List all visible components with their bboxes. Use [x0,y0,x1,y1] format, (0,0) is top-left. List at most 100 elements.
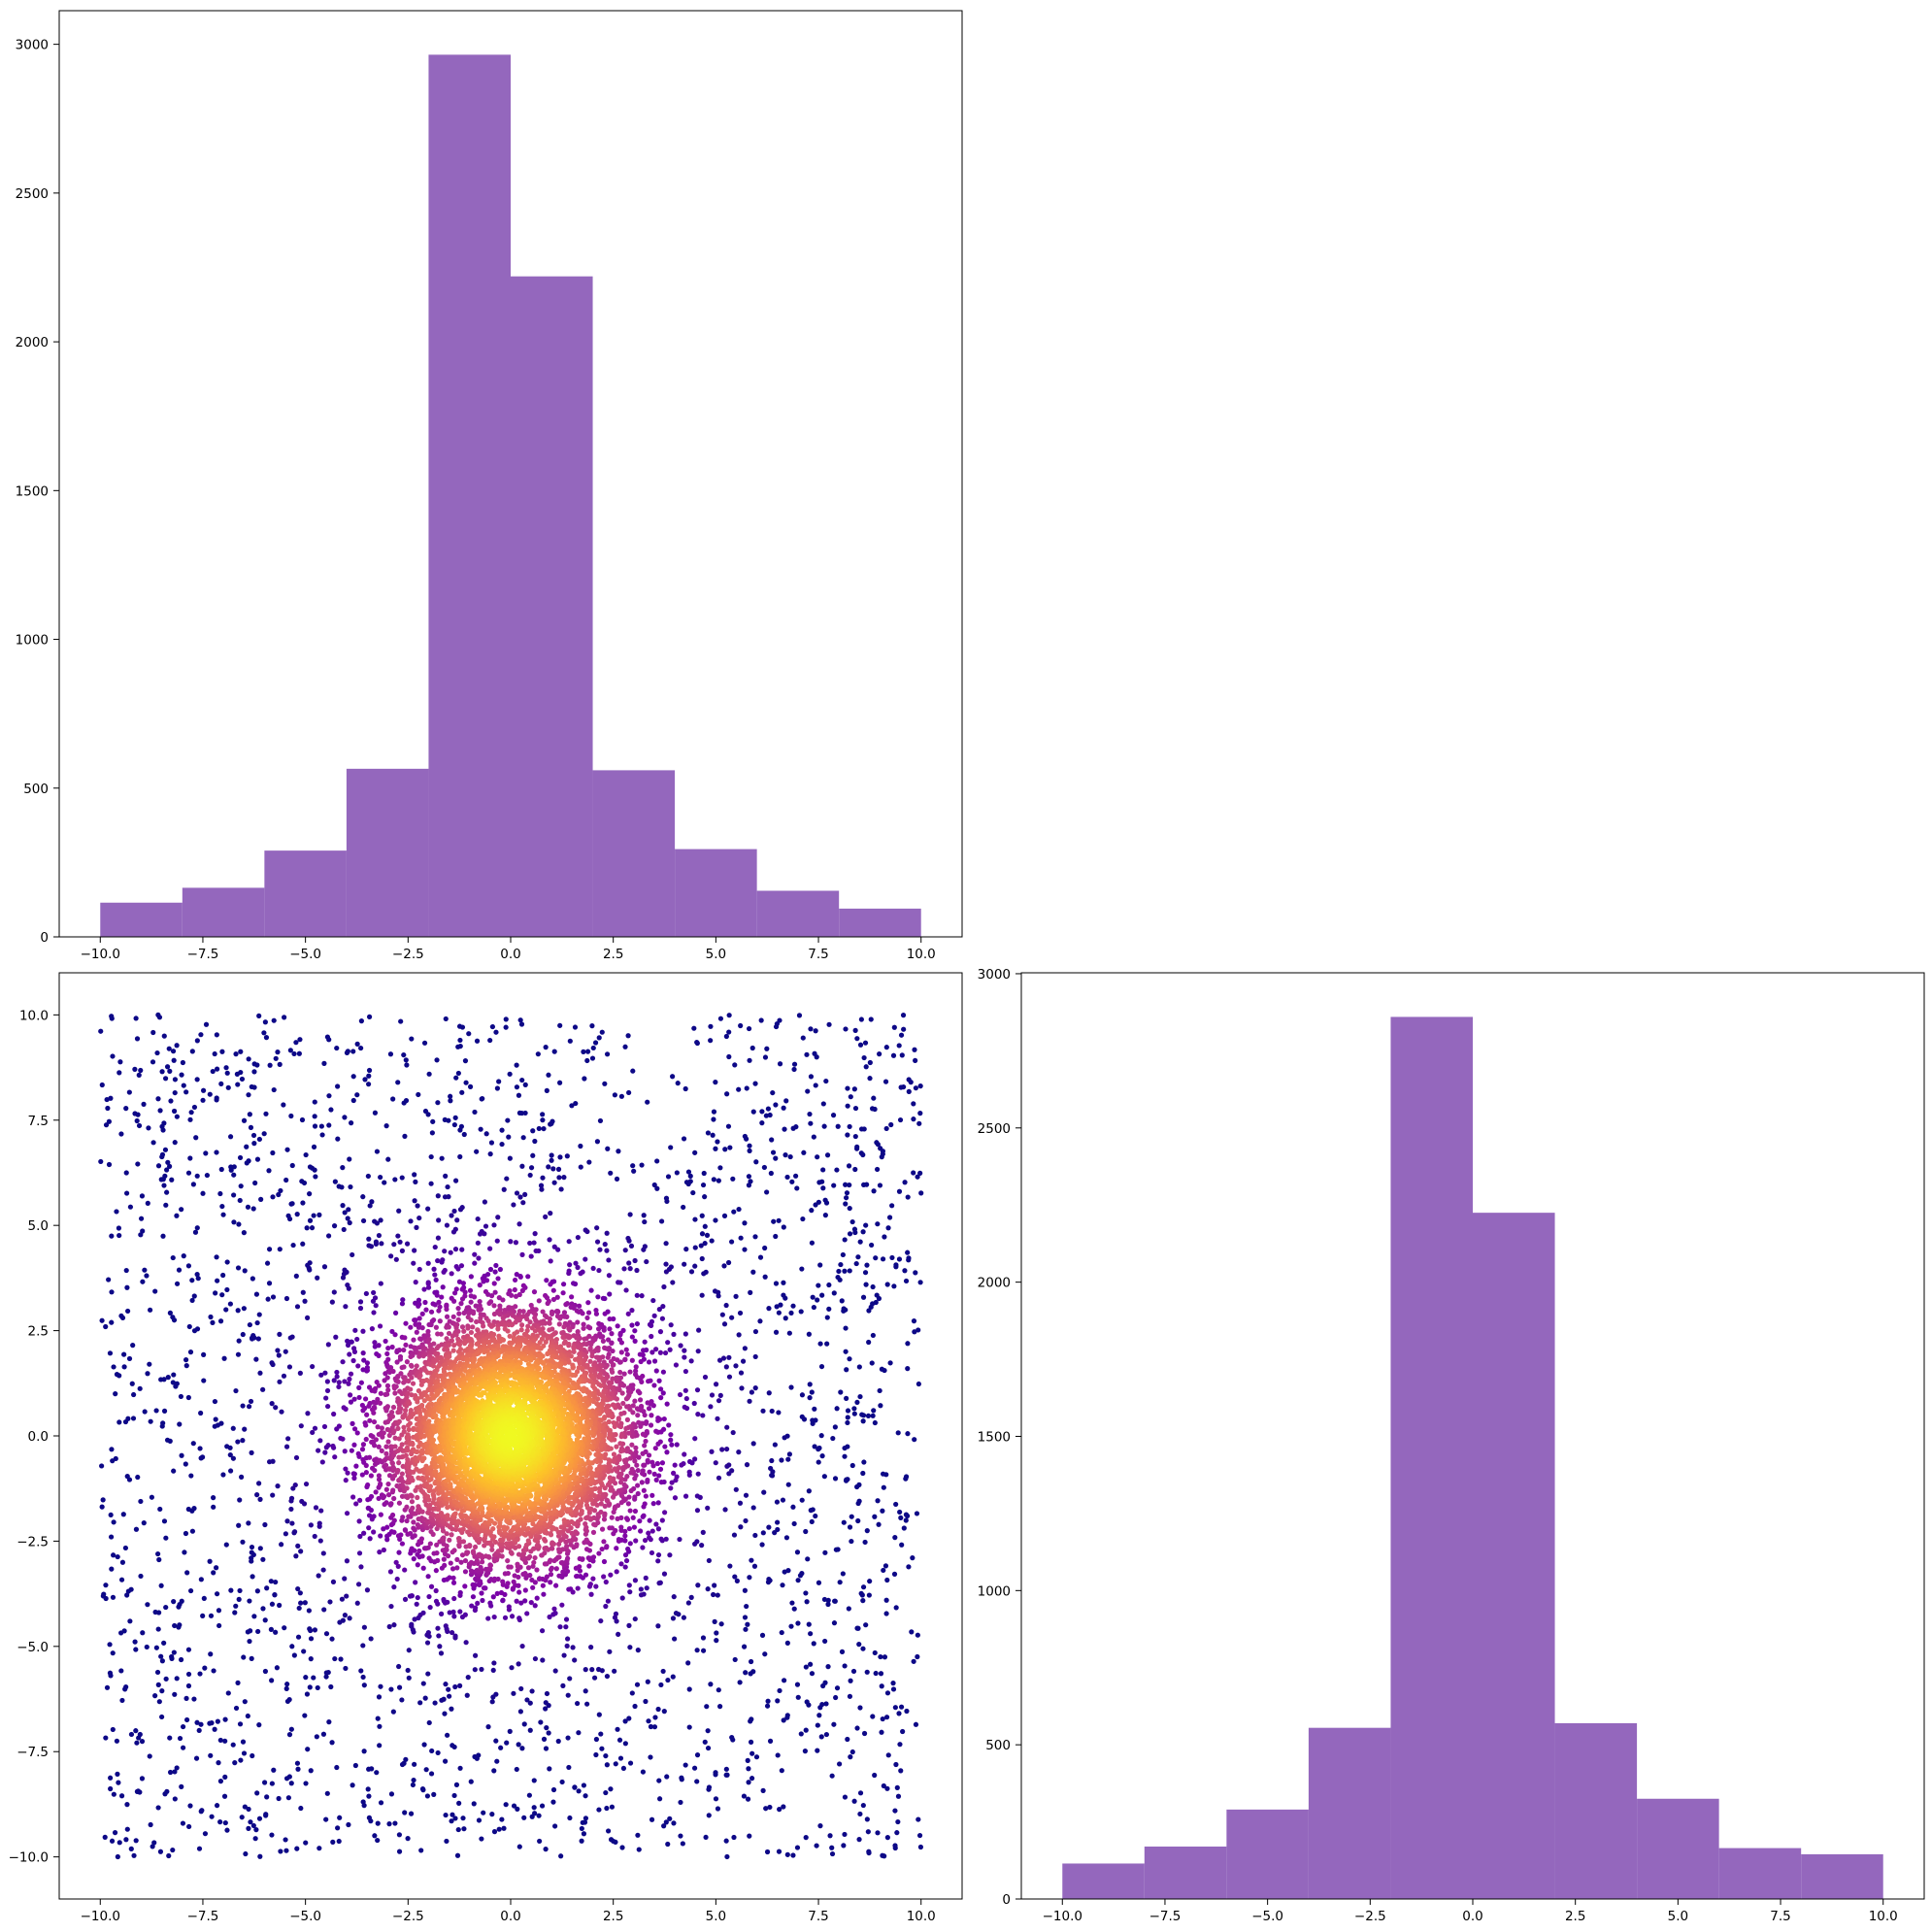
scatter-point [488,1323,494,1329]
scatter-point [215,1278,220,1283]
scatter-point [731,1209,737,1215]
scatter-point [217,1737,223,1744]
scatter-point [782,1435,787,1441]
scatter-point [629,1442,635,1448]
scatter-point [270,1194,276,1200]
scatter-point [317,1538,323,1544]
scatter-point [171,1057,177,1063]
scatter-point [552,1668,558,1674]
scatter-point [694,1493,700,1499]
scatter-point [574,1542,580,1548]
scatter-point [553,1309,559,1315]
scatter-point [439,1611,445,1616]
scatter-point [191,1696,197,1702]
scatter-point [382,1180,387,1185]
scatter-point [903,1476,909,1482]
scatter-point [109,1447,115,1452]
scatter-point [555,1166,562,1172]
scatter-point [133,1526,140,1532]
scatter-point [647,1469,652,1475]
scatter-point [260,1556,266,1562]
scatter-point [177,1735,183,1742]
scatter-point [106,1118,112,1124]
scatter-point [566,1586,572,1592]
scatter-point [713,1146,718,1151]
scatter-point [443,1016,449,1022]
scatter-point [389,1414,396,1419]
scatter-point [356,1550,363,1556]
scatter-point [838,1389,844,1395]
scatter-point [441,1556,447,1562]
scatter-point [316,1212,322,1217]
scatter-point [436,1363,443,1369]
scatter-point [809,1671,816,1677]
scatter-point [245,1204,251,1210]
scatter-point [844,1367,849,1373]
scatter-point [200,1097,206,1103]
scatter-point [518,1327,524,1333]
scatter-point [356,1518,362,1524]
scatter-point [625,1033,631,1039]
scatter-point [905,1341,911,1347]
scatter-point [159,1688,165,1694]
scatter-point [618,1340,625,1346]
scatter-point [449,1271,454,1277]
scatter-point [831,1183,837,1188]
scatter-point [113,1455,118,1462]
scatter-point [866,1592,872,1598]
scatter-point [459,1552,466,1558]
scatter-point [548,1282,553,1287]
scatter-point [295,1585,301,1592]
scatter-point [594,1225,600,1231]
scatter-point [416,1548,422,1554]
scatter-point [605,1598,611,1604]
scatter-point [668,1322,674,1328]
scatter-point [231,1172,237,1178]
scatter-point [572,1784,578,1790]
scatter-point [567,1327,573,1333]
scatter-point [614,1378,619,1383]
scatter-point [596,1807,602,1813]
scatter-point [847,1205,852,1212]
scatter-point [424,1640,431,1646]
scatter-point [531,1546,537,1551]
scatter-point [392,1444,398,1449]
scatter-point [579,1838,584,1844]
scatter-point [304,1225,310,1231]
scatter-point [626,1238,632,1244]
scatter-point [467,1083,474,1089]
scatter-point [908,1080,914,1085]
scatter-point [449,1338,454,1344]
scatter-point [607,1475,613,1481]
scatter-point [446,1330,452,1337]
scatter-point [131,1391,137,1398]
scatter-point [760,1530,766,1536]
scatter-point [384,1382,391,1388]
scatter-point [110,1650,116,1656]
scatter-point [583,1521,588,1527]
scatter-point [494,1085,500,1091]
scatter-point [859,1412,865,1417]
scatter-point [742,1587,748,1593]
scatter-point [518,1685,524,1692]
scatter-point [542,1561,549,1567]
scatter-point [790,1125,796,1131]
scatter-point [170,1847,176,1853]
scatter-point [630,1403,636,1409]
scatter-point [360,1442,367,1448]
scatter-point [762,1274,768,1280]
scatter-point [164,1167,170,1173]
scatter-point [156,1699,162,1705]
scatter-point [358,1564,364,1570]
scatter-point [470,1324,476,1330]
scatter-point [428,1321,434,1328]
scatter-point [614,1444,619,1449]
scatter-point [726,1471,732,1477]
scatter-point [369,1766,375,1772]
scatter-point [237,1197,243,1204]
scatter-point [581,1321,586,1327]
scatter-point [481,1323,486,1329]
scatter-point [504,1176,510,1182]
scatter-point [661,1283,667,1290]
scatter-point [188,1110,194,1116]
